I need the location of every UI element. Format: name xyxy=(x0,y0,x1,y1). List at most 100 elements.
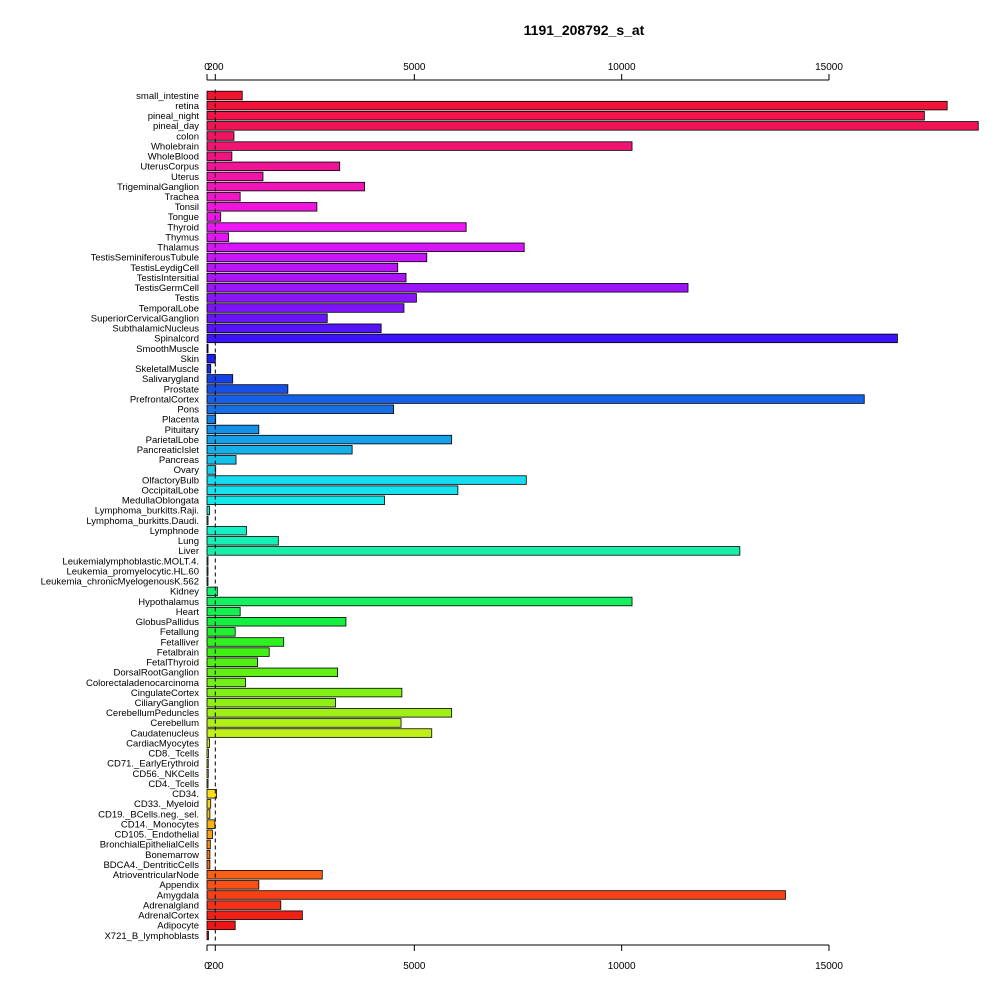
category-label: pineal_day xyxy=(153,121,199,132)
category-label: Colorectaladenocarcinoma xyxy=(86,678,200,689)
category-label: CD71._EarlyErythroid xyxy=(107,759,199,770)
category-label: Bonemarrow xyxy=(145,850,199,861)
category-label: small_intestine xyxy=(136,91,199,102)
bar xyxy=(206,606,241,617)
bar xyxy=(206,768,209,779)
category-label: Testis xyxy=(175,293,200,304)
bar xyxy=(206,799,212,809)
category-label: Uterus xyxy=(171,172,199,183)
bar xyxy=(206,283,689,293)
bar xyxy=(206,191,241,202)
bar xyxy=(206,141,633,151)
category-label: Fetalbrain xyxy=(157,647,199,658)
bar xyxy=(206,485,459,495)
bar xyxy=(206,252,428,263)
category-label: Skin xyxy=(181,354,199,365)
category-label: Placenta xyxy=(162,415,200,426)
category-label: WholeBlood xyxy=(148,152,199,163)
bar xyxy=(206,384,289,394)
category-label: SkeletalMuscle xyxy=(135,364,199,375)
bar xyxy=(206,111,925,121)
category-label: Adipocyte xyxy=(157,921,199,932)
category-label: Lymphoma_burkitts.Raji. xyxy=(95,506,199,517)
category-label: PrefrontalCortex xyxy=(130,394,199,405)
bar xyxy=(206,920,236,931)
bar xyxy=(206,728,433,738)
bar xyxy=(206,809,211,819)
bar xyxy=(206,232,229,242)
bar xyxy=(206,212,222,222)
bar xyxy=(206,819,216,829)
category-label: CiliaryGanglion xyxy=(135,698,199,709)
category-label: DorsalRootGanglion xyxy=(113,668,199,679)
bar xyxy=(206,870,323,880)
bar xyxy=(206,667,339,678)
bar xyxy=(206,404,395,414)
bar xyxy=(206,394,865,404)
tick-label: 15000 xyxy=(815,62,843,73)
category-label: X721_B_lymphoblasts xyxy=(104,931,199,942)
category-label: CD4._Tcells xyxy=(148,779,199,790)
bar xyxy=(206,718,402,728)
bar xyxy=(206,374,234,384)
bar xyxy=(206,829,213,839)
bar xyxy=(206,677,246,688)
bar xyxy=(206,596,633,607)
category-label: Pancreas xyxy=(159,455,199,466)
category-label: Spinalcord xyxy=(154,334,199,345)
category-label: CD14._Monocytes xyxy=(121,819,199,830)
category-label: CD33._Myeloid xyxy=(134,799,199,810)
category-label: Liver xyxy=(178,546,199,557)
chart-title: 1191_208792_s_at xyxy=(524,22,645,38)
bar xyxy=(206,262,399,273)
bar xyxy=(206,465,217,475)
tick-label: 0 xyxy=(204,62,210,73)
category-label: TestisLeydigCell xyxy=(130,263,199,274)
category-label: CingulateCortex xyxy=(131,688,199,699)
tick-label: 5000 xyxy=(403,961,426,972)
bar xyxy=(206,475,527,485)
bar xyxy=(206,364,212,374)
bar xyxy=(206,657,258,667)
bar xyxy=(206,171,264,182)
category-label: Heart xyxy=(176,607,200,618)
category-label: CD34. xyxy=(172,789,199,800)
bar xyxy=(206,687,403,698)
category-label: retina xyxy=(175,101,199,112)
bar xyxy=(206,748,209,759)
bar xyxy=(206,444,353,455)
bar xyxy=(206,698,336,708)
bar xyxy=(206,242,525,253)
category-label: UterusCorpus xyxy=(140,162,199,173)
bar xyxy=(206,617,347,627)
bar xyxy=(206,181,365,192)
category-label: CD19._BCells.neg._sel. xyxy=(98,809,199,820)
category-label: AtrioventricularNode xyxy=(113,870,199,881)
bar xyxy=(206,424,260,435)
bar xyxy=(206,546,741,556)
bar xyxy=(206,647,270,657)
category-label: Pons xyxy=(177,405,199,416)
category-label: CD8._Tcells xyxy=(148,749,199,760)
category-label: CD56._NKCells xyxy=(132,769,199,780)
bar xyxy=(206,536,279,546)
bar xyxy=(206,100,948,111)
bar xyxy=(206,859,211,870)
tick-label: 0 xyxy=(204,961,210,972)
bar xyxy=(206,434,453,445)
category-label: TestisGermCell xyxy=(135,283,199,294)
bar xyxy=(206,161,341,172)
category-label: Tongue xyxy=(168,212,199,223)
category-label: TemporalLobe xyxy=(139,303,199,314)
category-label: CerebellumPeduncles xyxy=(106,708,199,719)
category-label: Lung xyxy=(178,536,199,547)
bar xyxy=(206,880,260,890)
category-label: Leukemia_promyelocytic.HL.60 xyxy=(66,566,199,577)
category-label: Fetalliver xyxy=(160,637,199,648)
tick-label: 200 xyxy=(207,961,224,972)
category-label: OlfactoryBulb xyxy=(142,475,199,486)
category-labels: small_intestineretinapineal_nightpineal_… xyxy=(41,91,200,942)
